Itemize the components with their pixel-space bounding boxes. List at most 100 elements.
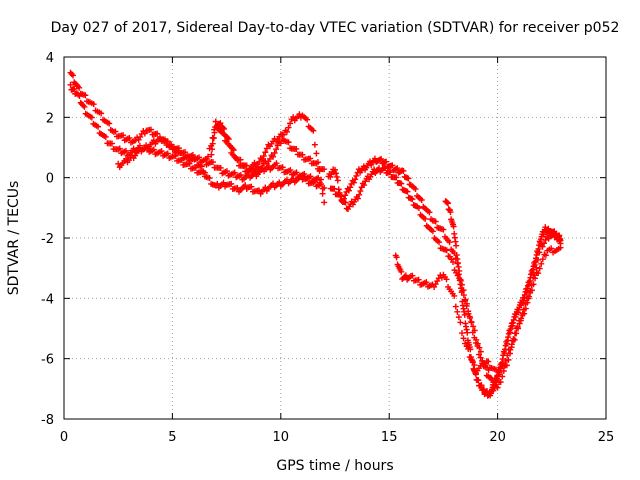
data-point <box>262 149 269 156</box>
x-tick-label: 25 <box>598 430 615 445</box>
data-point <box>217 120 224 127</box>
data-point <box>548 245 555 252</box>
data-point <box>454 308 461 315</box>
data-point <box>475 377 482 384</box>
grid-lines <box>64 57 606 419</box>
data-point <box>510 335 517 342</box>
data-point <box>443 247 450 254</box>
data-point <box>485 358 492 365</box>
data-point <box>273 160 280 167</box>
data-point <box>473 336 480 343</box>
data-point <box>196 154 203 161</box>
data-point <box>398 268 405 275</box>
data-point <box>296 111 303 118</box>
data-point <box>539 256 546 263</box>
data-point <box>471 362 478 369</box>
data-point <box>525 293 532 300</box>
data-point <box>307 173 314 180</box>
data-point <box>311 141 318 148</box>
x-tick-label: 15 <box>381 430 398 445</box>
data-point <box>217 164 224 171</box>
data-point <box>334 177 341 184</box>
data-point <box>347 184 354 191</box>
data-point <box>378 155 385 162</box>
data-point <box>98 110 105 117</box>
data-point <box>126 134 133 141</box>
data-point <box>505 356 512 363</box>
data-point <box>279 131 286 138</box>
data-point <box>458 330 465 337</box>
data-point <box>81 103 88 110</box>
data-point <box>208 151 215 158</box>
data-point <box>316 179 323 186</box>
data-point <box>342 199 349 206</box>
y-tick-label: 2 <box>46 111 54 126</box>
data-point <box>263 145 270 152</box>
data-point <box>120 132 127 139</box>
data-point <box>542 236 549 243</box>
data-point <box>206 175 213 182</box>
series-track-b <box>67 69 323 186</box>
data-point <box>426 209 433 216</box>
data-point <box>242 182 249 189</box>
data-point <box>353 172 360 179</box>
data-point <box>318 176 325 183</box>
data-point <box>447 209 454 216</box>
data-point <box>460 335 467 342</box>
data-point <box>301 170 308 177</box>
data-point <box>102 133 109 140</box>
data-point <box>224 135 231 142</box>
data-point <box>231 169 238 176</box>
data-point <box>393 254 400 261</box>
data-point <box>432 218 439 225</box>
data-point <box>243 162 250 169</box>
data-point <box>259 156 266 163</box>
data-point <box>115 160 122 167</box>
data-point <box>465 310 472 317</box>
data-point <box>290 114 297 121</box>
data-point <box>398 180 405 187</box>
data-point <box>511 336 518 343</box>
data-point <box>521 310 528 317</box>
data-point <box>477 354 484 361</box>
data-point <box>471 327 478 334</box>
data-point <box>71 85 78 92</box>
data-point <box>383 158 390 165</box>
data-point <box>313 150 320 157</box>
data-point <box>106 120 113 127</box>
series-track-g <box>392 252 501 379</box>
data-point <box>456 267 463 274</box>
data-point <box>470 323 477 330</box>
data-point <box>237 172 244 179</box>
data-point <box>299 151 306 158</box>
data-point <box>446 239 453 246</box>
data-point <box>293 169 300 176</box>
data-point <box>536 265 543 272</box>
data-point <box>216 120 223 127</box>
data-point <box>90 101 97 108</box>
data-point <box>356 191 363 198</box>
x-tick-label: 0 <box>60 430 68 445</box>
data-point <box>450 259 457 266</box>
data-point <box>130 145 137 152</box>
data-point <box>67 81 74 88</box>
data-point <box>450 223 457 230</box>
data-point <box>270 153 277 160</box>
data-point <box>256 158 263 165</box>
data-point <box>436 239 443 246</box>
data-point <box>400 167 407 174</box>
data-point <box>415 205 422 212</box>
data-point <box>69 72 76 79</box>
data-point <box>136 145 143 152</box>
data-point <box>154 130 161 137</box>
data-point <box>333 173 340 180</box>
data-point <box>223 168 230 175</box>
data-point <box>293 145 300 152</box>
data-point <box>412 186 419 193</box>
data-point <box>277 140 284 147</box>
y-tick-label: -2 <box>41 232 54 247</box>
data-point <box>354 195 361 202</box>
data-point <box>76 84 83 91</box>
data-point <box>474 340 481 347</box>
data-point <box>332 166 338 173</box>
